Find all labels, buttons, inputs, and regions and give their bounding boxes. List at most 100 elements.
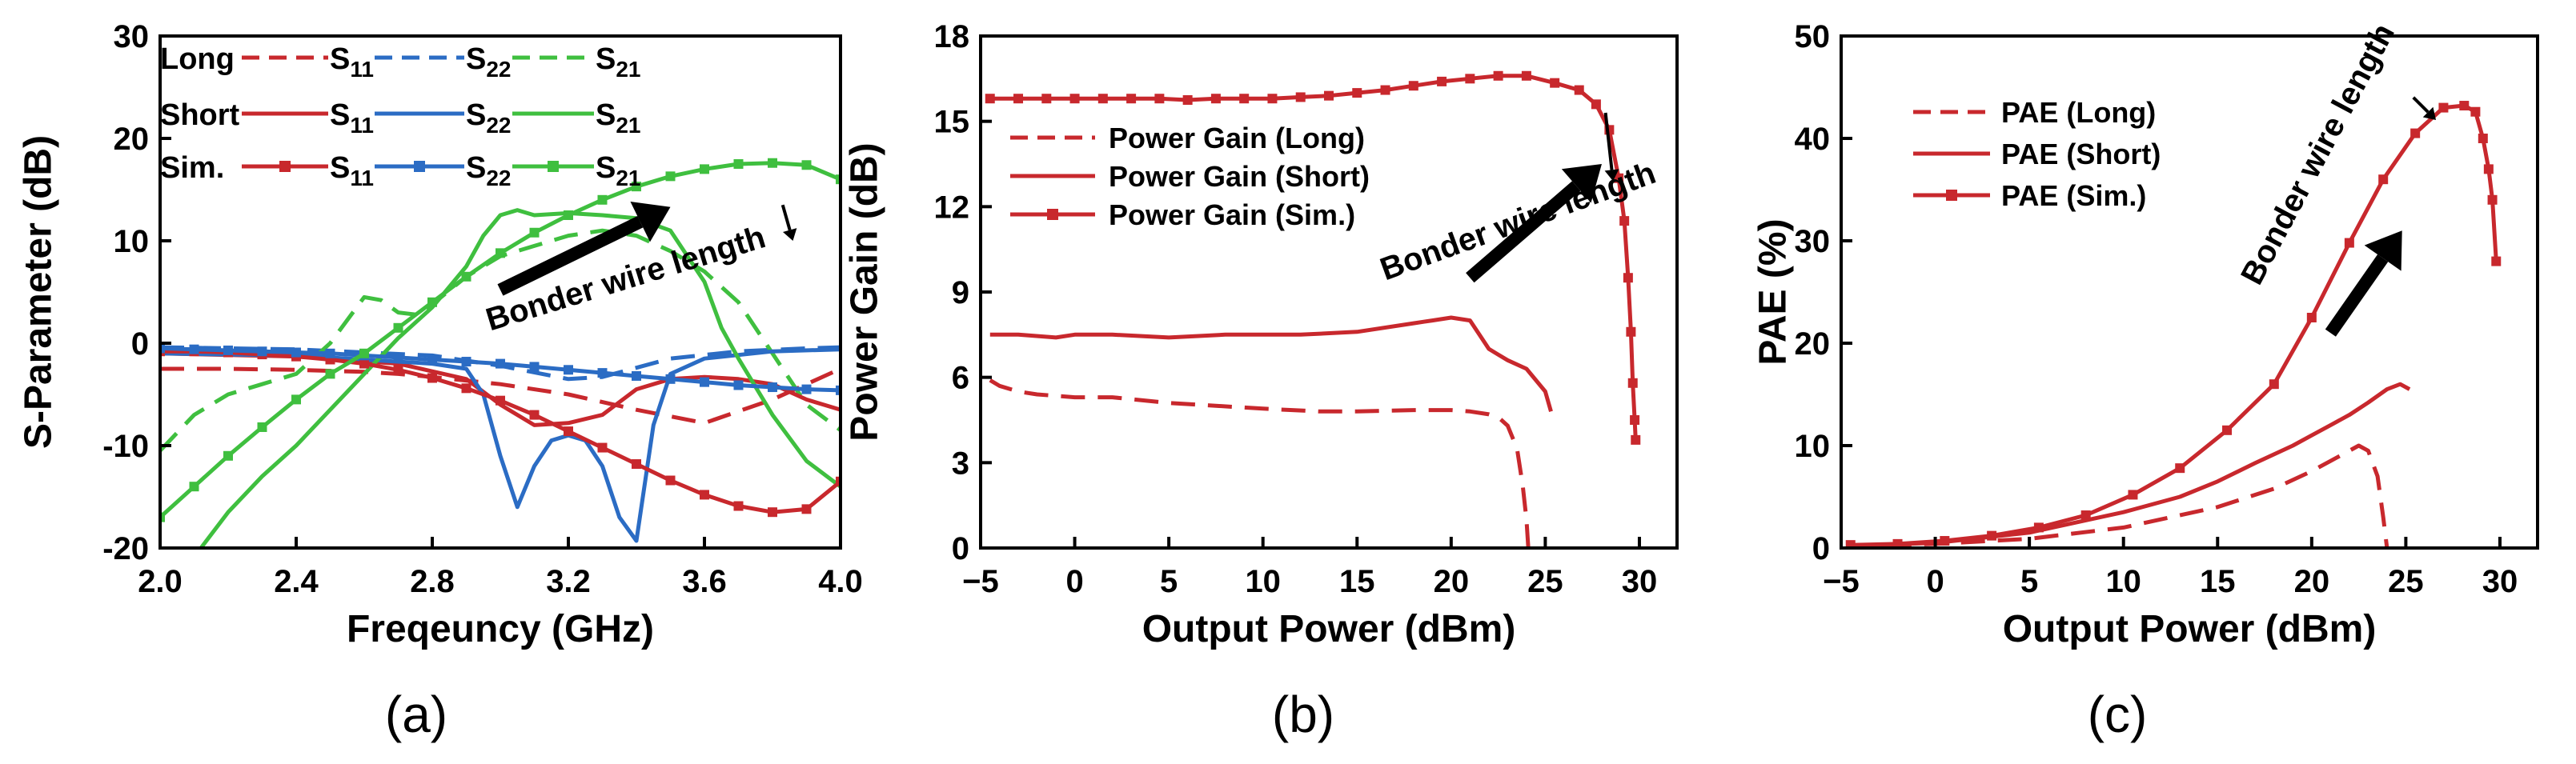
- y-tick-label: -10: [102, 429, 149, 464]
- y-tick-label: 10: [114, 224, 150, 259]
- data-point: [2269, 379, 2279, 390]
- data-point: [2483, 164, 2494, 174]
- y-axis-label: PAE (%): [1752, 218, 1795, 365]
- data-point: [768, 382, 777, 393]
- data-point: [529, 362, 540, 372]
- legend-entry-label: Power Gain (Sim.): [1109, 198, 1355, 231]
- data-point: [1550, 78, 1560, 88]
- data-point: [1627, 378, 1638, 388]
- trend-arrow-head: [1561, 164, 1602, 203]
- legend-swatch-marker: [414, 161, 425, 172]
- data-point: [1267, 94, 1278, 104]
- data-point: [1591, 99, 1601, 110]
- data-point: [632, 459, 641, 470]
- legend-entry-subscript: 22: [486, 113, 511, 138]
- data-point: [461, 271, 471, 282]
- data-point: [1521, 70, 1531, 81]
- data-point: [801, 160, 812, 170]
- y-tick-label: 0: [1812, 531, 1830, 566]
- data-point: [597, 194, 608, 205]
- legend-entry-label: S11: [330, 98, 374, 138]
- x-tick-label: 15: [1339, 564, 1375, 599]
- legend-entry-label: S22: [466, 42, 512, 82]
- x-axis-label: Freqeuncy (GHz): [347, 608, 654, 650]
- legend-entry-label: S21: [596, 98, 641, 138]
- y-tick-label: 20: [1795, 326, 1831, 362]
- data-point: [393, 352, 403, 362]
- y-tick-label: 6: [952, 361, 969, 396]
- data-point: [189, 482, 199, 492]
- data-point: [496, 248, 505, 258]
- x-tick-label: 10: [1245, 564, 1281, 599]
- data-point: [2033, 522, 2044, 533]
- data-point: [1626, 326, 1636, 337]
- y-tick-label: 50: [1795, 19, 1831, 54]
- data-point: [359, 358, 369, 369]
- legend-entry-label: PAE (Sim.): [2001, 179, 2146, 212]
- x-tick-label: 30: [2482, 564, 2518, 599]
- y-tick-label: -20: [102, 531, 149, 566]
- data-point: [733, 159, 744, 169]
- data-point: [733, 501, 744, 511]
- series-line-short-s11: [160, 351, 841, 427]
- y-tick-label: 20: [114, 122, 150, 157]
- legend-entry-subscript: 21: [616, 166, 640, 190]
- data-point: [564, 210, 573, 220]
- data-point: [2491, 256, 2502, 266]
- y-tick-label: 18: [934, 19, 970, 54]
- small-arrow-head: [783, 228, 797, 241]
- data-point: [768, 158, 777, 168]
- data-point: [1210, 94, 1221, 104]
- small-arrow-head: [1604, 169, 1619, 182]
- data-point: [2080, 510, 2091, 521]
- data-point: [189, 344, 199, 354]
- plot-frame: [979, 34, 1679, 550]
- data-point: [1295, 92, 1306, 102]
- y-tick-label: 15: [934, 105, 970, 140]
- data-point: [1987, 530, 1997, 541]
- data-point: [2378, 174, 2389, 185]
- x-tick-label: 0: [1065, 564, 1083, 599]
- x-tick-label: 3.2: [546, 564, 591, 599]
- legend-entry-main: S: [330, 151, 350, 185]
- small-arrow-shaft: [780, 204, 792, 231]
- trend-arrow-shaft: [2325, 254, 2389, 337]
- data-point: [700, 490, 709, 500]
- data-point: [632, 370, 641, 381]
- data-point: [2344, 238, 2354, 248]
- x-axis-label: Output Power (dBm): [2003, 608, 2377, 650]
- x-tick-label: 0: [1926, 564, 1944, 599]
- data-point: [2438, 102, 2449, 113]
- panel-caption: (a): [385, 686, 447, 743]
- series-line-long-s21: [160, 228, 841, 453]
- x-tick-label: 5: [2020, 564, 2038, 599]
- data-point: [2459, 101, 2470, 111]
- y-axis-label: S-Parameter (dB): [18, 135, 60, 449]
- legend: PAE (Long) PAE (Short) PAE (Sim.): [1913, 96, 2161, 212]
- trend-arrow-head: [2364, 230, 2402, 271]
- series-line-power-gain-short-: [989, 315, 1553, 412]
- data-point: [496, 395, 505, 406]
- data-point: [665, 171, 676, 182]
- data-point: [1465, 74, 1475, 84]
- y-tick-label: 3: [952, 446, 969, 481]
- legend-entry-label: PAE (Short): [2001, 138, 2161, 170]
- data-point: [665, 475, 676, 486]
- legend-entry-main: S: [596, 98, 616, 132]
- data-point: [2306, 313, 2317, 322]
- data-point: [1623, 273, 1633, 283]
- small-arrow-shaft: [2412, 96, 2430, 114]
- data-point: [564, 365, 573, 375]
- data-point: [2222, 425, 2233, 435]
- data-point: [461, 357, 471, 367]
- x-tick-label: 25: [1527, 564, 1563, 599]
- x-tick-label: −5: [1823, 564, 1860, 599]
- data-point: [529, 410, 540, 420]
- series-group: [160, 158, 841, 548]
- data-point: [1940, 536, 1950, 546]
- x-tick-label: 4.0: [818, 564, 863, 599]
- data-point: [597, 368, 608, 378]
- data-point: [2175, 463, 2185, 474]
- data-point: [632, 182, 641, 192]
